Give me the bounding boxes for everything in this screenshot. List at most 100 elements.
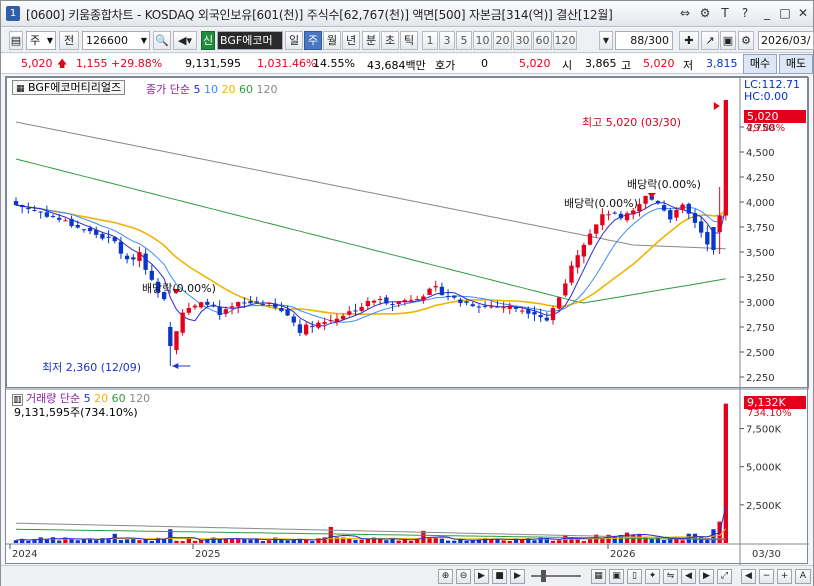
link-icon[interactable]: ⇔ bbox=[679, 6, 691, 20]
zoom-out-minus-icon[interactable]: − bbox=[759, 569, 774, 584]
up-arrow-icon: 🡅 bbox=[57, 59, 68, 70]
volume-bar bbox=[612, 536, 617, 543]
prev-button[interactable]: 전 bbox=[59, 31, 79, 50]
candle-icon[interactable]: ▯ bbox=[627, 569, 642, 584]
tab-day[interactable]: 일 bbox=[285, 31, 303, 50]
candle-body bbox=[365, 301, 370, 307]
speed-slider-handle[interactable] bbox=[541, 570, 546, 582]
speaker-icon[interactable]: ◀▾ bbox=[173, 31, 197, 50]
help-icon[interactable]: ? bbox=[741, 6, 749, 20]
speed-slider[interactable] bbox=[531, 575, 581, 577]
candle-body bbox=[112, 237, 117, 242]
volume-bar bbox=[266, 540, 272, 543]
candle-body bbox=[20, 205, 25, 208]
candle-body bbox=[581, 244, 587, 257]
date-input[interactable]: 2026/03/ bbox=[758, 31, 814, 50]
volume-tick-label: 5,000K bbox=[746, 463, 782, 474]
volume-bar bbox=[174, 540, 179, 543]
period-select[interactable]: 주 ▼ bbox=[26, 31, 56, 50]
window-icon[interactable]: ▣ bbox=[609, 569, 624, 584]
zoom-in-plus-icon[interactable]: + bbox=[777, 569, 792, 584]
settings-icon[interactable]: ⚙ bbox=[699, 6, 711, 20]
volume-bar bbox=[340, 537, 346, 543]
candle-body bbox=[217, 306, 222, 316]
fit-icon[interactable]: ⤢ bbox=[717, 569, 732, 584]
volume-value: 9,131,595 bbox=[185, 57, 241, 70]
sell-button[interactable]: 매도 bbox=[779, 54, 813, 74]
price-tick-label: 3,500 bbox=[746, 248, 775, 259]
interval-30[interactable]: 30 bbox=[513, 31, 532, 50]
candle-body bbox=[340, 315, 346, 320]
candle-body bbox=[532, 311, 537, 315]
credit-badge: 신 bbox=[201, 31, 215, 50]
interval-10[interactable]: 10 bbox=[473, 31, 492, 50]
volume-tag: 9,132K bbox=[744, 396, 806, 409]
price-tick-label: 3,250 bbox=[746, 273, 775, 284]
current-price-pct: 29.88% bbox=[747, 123, 786, 134]
candle-body bbox=[513, 306, 519, 309]
pin-icon[interactable]: T bbox=[721, 6, 729, 20]
save-icon[interactable]: ▣ bbox=[720, 31, 736, 50]
volume-bar bbox=[44, 539, 50, 543]
tab-year[interactable]: 년 bbox=[342, 31, 360, 50]
price-pane-frame bbox=[6, 77, 809, 388]
volume-bar bbox=[137, 540, 142, 543]
candle-body bbox=[674, 209, 679, 218]
candle-body bbox=[655, 201, 661, 204]
candle-body bbox=[87, 227, 93, 232]
play-right-icon[interactable]: ▶ bbox=[510, 569, 525, 584]
candle-body bbox=[211, 304, 216, 307]
zoom-out-icon[interactable]: ⊖ bbox=[456, 569, 471, 584]
stock-code-input[interactable]: 126600 ▼ bbox=[82, 31, 150, 50]
dividend-annotation-3: 배당락(0.00%) bbox=[627, 178, 701, 191]
zoom-in-icon[interactable]: ⊕ bbox=[438, 569, 453, 584]
crosshair-icon[interactable]: ✚ bbox=[679, 31, 699, 50]
volume-bar bbox=[75, 540, 80, 543]
candle-body bbox=[236, 302, 241, 307]
gear-icon[interactable]: ⚙ bbox=[738, 31, 754, 50]
buy-button[interactable]: 매수 bbox=[743, 54, 777, 74]
candle-body bbox=[452, 295, 457, 298]
interval-60[interactable]: 60 bbox=[533, 31, 552, 50]
pan-left-icon[interactable]: ◀ bbox=[741, 569, 756, 584]
volume-change-pct: 1,031.46% bbox=[257, 57, 317, 70]
volume-bar bbox=[334, 537, 340, 543]
interval-120[interactable]: 120 bbox=[553, 31, 577, 50]
x-tick-label: 2026 bbox=[610, 549, 635, 560]
scroll-left-icon[interactable]: ◀ bbox=[681, 569, 696, 584]
stop-icon[interactable]: ■ bbox=[492, 569, 507, 584]
grid-icon[interactable]: ▦ bbox=[591, 569, 606, 584]
close-icon[interactable]: ✕ bbox=[797, 6, 809, 20]
volume-bar bbox=[668, 537, 673, 543]
volume-bar bbox=[371, 537, 377, 543]
compare-icon[interactable]: ⇋ bbox=[663, 569, 678, 584]
count-input[interactable]: 88/300 bbox=[615, 31, 673, 50]
scroll-right-icon[interactable]: ▶ bbox=[699, 569, 714, 584]
trend-icon[interactable]: ↗ bbox=[701, 31, 719, 50]
layout-icon[interactable]: ▤ bbox=[9, 31, 23, 50]
chart-icon: ▦ bbox=[16, 84, 25, 94]
interval-5[interactable]: 5 bbox=[456, 31, 472, 50]
search-icon[interactable]: 🔍 bbox=[153, 31, 171, 50]
interval-3[interactable]: 3 bbox=[439, 31, 455, 50]
x-tick-label: 2024 bbox=[12, 549, 37, 560]
ma-legend: 종가 단순 5 10 20 60 120 bbox=[146, 81, 277, 97]
tab-second[interactable]: 초 bbox=[381, 31, 399, 50]
interval-20[interactable]: 20 bbox=[493, 31, 512, 50]
auto-scale-icon[interactable]: A bbox=[795, 569, 811, 584]
price-tick-label: 4,000 bbox=[746, 198, 775, 209]
tab-minute[interactable]: 분 bbox=[362, 31, 380, 50]
minimize-icon[interactable]: _ bbox=[764, 6, 770, 20]
tab-week[interactable]: 주 bbox=[304, 31, 322, 50]
volume-bar bbox=[347, 538, 352, 543]
tab-tick[interactable]: 틱 bbox=[400, 31, 418, 50]
chart-panel[interactable]: 4,750 4,500 4,250 4,000 3,750 3,500 3,250 3,000… bbox=[5, 76, 809, 565]
interval-1[interactable]: 1 bbox=[422, 31, 438, 50]
maximize-icon[interactable]: □ bbox=[779, 6, 791, 20]
chevron-down-icon[interactable]: ▼ bbox=[599, 31, 613, 50]
tab-month[interactable]: 월 bbox=[323, 31, 341, 50]
volume-bar bbox=[155, 537, 161, 543]
volume-bar bbox=[217, 539, 222, 543]
play-icon[interactable]: ▶ bbox=[474, 569, 489, 584]
indicator-icon[interactable]: ✦ bbox=[645, 569, 660, 584]
